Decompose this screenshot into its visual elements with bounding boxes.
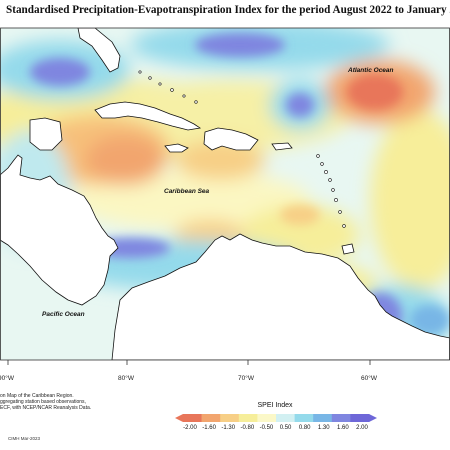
map-title: Standardised Precipitation-Evapotranspir… [6,4,450,16]
legend-swatch [276,414,295,422]
legend-swatch [294,414,314,422]
legend-swatch [238,414,258,422]
credit-text: CIMH Mar-2023 [8,436,41,441]
legend-colorbar [175,414,377,422]
label-caribbean-sea: Caribbean Sea [164,188,210,195]
lon-label-60w: 60°W [361,374,378,382]
legend-tick-label: -2.00 [183,425,197,431]
legend-tick-label: -1.60 [202,425,216,431]
legend-arrow-low [175,414,183,422]
lon-label-70w: 70°W [238,374,255,382]
legend-tick-label: 2.00 [356,425,368,431]
footer-description: on Map of the Caribbean Region. ggregati… [0,393,110,412]
legend-swatch [313,414,333,422]
legend-swatch [183,414,202,422]
legend-tick-label: 1.60 [337,425,349,431]
legend-swatch [201,414,221,422]
legend-tick-label: -0.80 [240,425,255,431]
landmasses [0,28,450,360]
longitude-ticks [7,360,371,365]
lon-label-80w: 80°W [118,374,135,382]
legend-tick-label: -0.50 [259,425,274,431]
label-atlantic-ocean: Atlantic Ocean [347,67,394,74]
legend-tick-labels: -2.00 -1.60 -1.30 -0.80 -0.50 0.50 0.80 1.30 1.6… [176,425,376,435]
lesser-antilles [138,70,346,228]
legend-tick-label: -1.30 [221,425,236,431]
legend-title: SPEI Index [257,402,293,409]
legend-swatch [220,414,240,422]
legend-arrow-high [369,414,377,422]
legend-swatch [331,414,351,422]
legend-swatch [350,414,370,422]
lon-label-90w: 90°W [0,374,15,382]
label-pacific-ocean: Pacific Ocean [42,311,85,318]
footer-line: ggregating station based observations, [0,399,86,406]
legend-tick-label: 1.30 [317,425,330,431]
footer-line: on Map of the Caribbean Region. [0,393,74,399]
footer-line: ECF, with NCEP/NCAR Reanalysis Data. [0,405,92,412]
legend-tick-label: 0.80 [298,425,311,431]
legend-tick-label: 0.50 [279,425,292,431]
legend-swatch [257,414,277,422]
